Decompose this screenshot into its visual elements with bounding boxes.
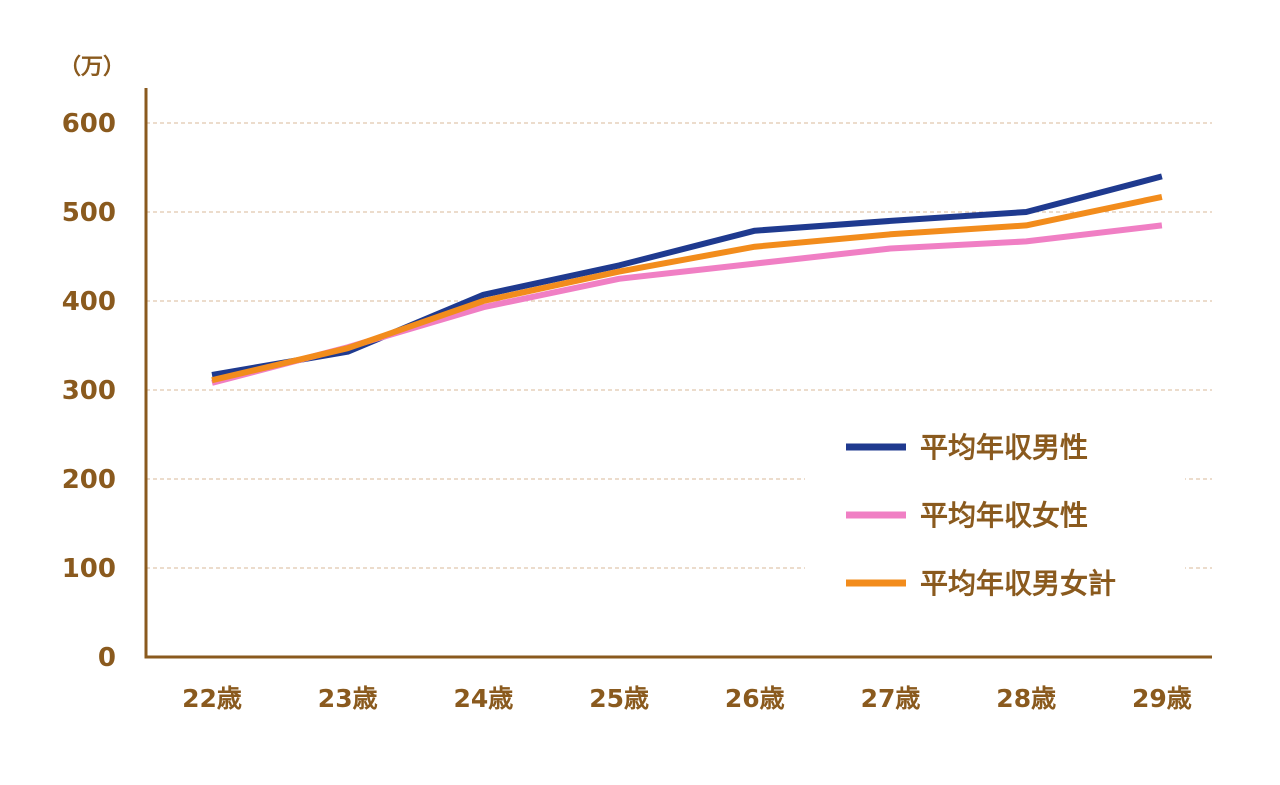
x-tick-label: 23歳	[318, 684, 378, 713]
y-tick-label: 300	[62, 376, 116, 406]
x-tick-label: 22歳	[182, 684, 242, 713]
y-unit-label: （万）	[59, 55, 125, 80]
y-tick-label: 200	[62, 465, 116, 495]
y-tick-label: 100	[62, 554, 116, 584]
gridlines	[146, 122, 1212, 569]
x-tick-label: 24歳	[454, 684, 514, 713]
y-tick-label: 500	[62, 198, 116, 228]
x-tick-label: 29歳	[1132, 684, 1192, 713]
axes	[144, 88, 1212, 659]
legend-label: 平均年収女性	[920, 499, 1088, 532]
x-tick-label: 26歳	[725, 684, 785, 713]
x-tick-label: 25歳	[589, 684, 649, 713]
x-tick-labels: 22歳 23歳 24歳 25歳 26歳 27歳 28歳 29歳	[182, 684, 1192, 713]
y-tick-label: 400	[62, 287, 116, 317]
y-tick-label: 0	[98, 643, 116, 673]
y-tick-label: 600	[62, 109, 116, 139]
legend-label: 平均年収男女計	[920, 567, 1116, 600]
legend-label: 平均年収男性	[920, 431, 1088, 464]
x-tick-label: 28歳	[996, 684, 1056, 713]
series-line-3	[211, 193, 1163, 384]
x-tick-label: 27歳	[861, 684, 921, 713]
series-lines	[211, 173, 1163, 386]
y-tick-labels: 0 100 200 300 400 500 600	[62, 109, 116, 673]
